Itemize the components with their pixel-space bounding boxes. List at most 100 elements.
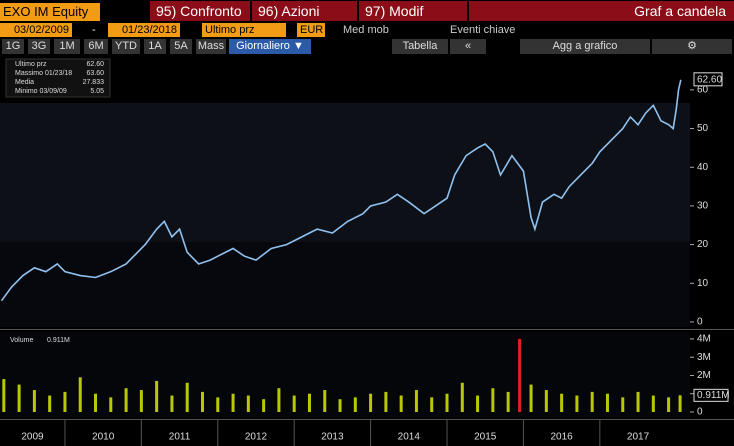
range-button[interactable]: 1M	[54, 39, 80, 54]
x-tick-label: 2011	[169, 432, 191, 443]
tab[interactable]: 97) Modif	[359, 1, 467, 21]
legend-value: 27.833	[83, 79, 105, 86]
volume-bar	[170, 395, 174, 412]
ticker-field[interactable]: EXO IM Equity	[0, 3, 100, 21]
volume-bar	[636, 391, 640, 412]
legend-value: 5.05	[90, 88, 104, 95]
range-button[interactable]: 6M	[84, 39, 108, 54]
volume-bar	[277, 388, 281, 412]
volume-bar	[246, 395, 250, 412]
volume-bar	[529, 384, 533, 412]
legend-value: 62.60	[86, 61, 104, 68]
volume-bar	[506, 391, 510, 412]
volume-bar	[17, 384, 21, 412]
x-tick-label: 2015	[474, 432, 497, 443]
volume-bar	[399, 395, 403, 412]
last-price-label: 62.60	[697, 74, 722, 85]
moving-average-toggle[interactable]: Med mob	[343, 24, 389, 36]
y-tick-label: 40	[697, 162, 709, 173]
y-tick-label: 60	[697, 85, 709, 96]
volume-bar	[155, 380, 159, 412]
volume-bar	[139, 390, 143, 412]
volume-bar	[109, 397, 113, 412]
band	[0, 57, 690, 103]
volume-bar	[185, 382, 189, 412]
y-tick-label: 3M	[697, 352, 711, 363]
range-button[interactable]: YTD	[112, 39, 140, 54]
legend-label: Minimo 03/09/09	[15, 88, 67, 95]
y-tick-label: 30	[697, 201, 709, 212]
volume-bar	[292, 395, 296, 412]
volume-bar	[307, 393, 311, 412]
volume-legend-value: 0.911M	[47, 337, 70, 344]
price-line	[0, 79, 682, 302]
settings-button[interactable]: ⚙	[652, 39, 732, 54]
volume-bar	[78, 377, 82, 412]
volume-bar	[678, 395, 682, 412]
back-button[interactable]: «	[450, 39, 486, 54]
x-tick-label: 2009	[21, 432, 44, 443]
add-to-chart-button[interactable]: Agg a grafico	[520, 39, 650, 54]
volume-bar	[491, 388, 495, 412]
start-date[interactable]: 03/02/2009	[0, 23, 72, 37]
volume-bar	[384, 391, 388, 412]
volume-bar	[48, 395, 52, 412]
volume-bar	[445, 393, 449, 412]
y-tick-label: 10	[697, 278, 709, 289]
legend-label: Media	[15, 79, 34, 86]
volume-bar	[32, 390, 36, 412]
last-price-box	[693, 72, 723, 87]
key-events-toggle[interactable]: Eventi chiave	[450, 24, 516, 36]
range-button[interactable]: 5A	[170, 39, 192, 54]
volume-bar	[518, 338, 522, 412]
volume-bar	[338, 399, 342, 412]
volume-bar	[63, 391, 67, 412]
band	[0, 332, 690, 418]
range-button[interactable]: Mass	[196, 39, 226, 54]
x-tick-label: 2016	[551, 432, 574, 443]
last-volume-box	[693, 388, 729, 402]
volume-bar	[544, 390, 548, 412]
volume-bar	[590, 391, 594, 412]
end-date[interactable]: 01/23/2018	[108, 23, 180, 37]
band	[0, 242, 690, 327]
volume-legend: Volume	[10, 337, 33, 344]
volume-bar	[369, 393, 373, 412]
price-field[interactable]: Ultimo prz	[202, 23, 286, 37]
legend-label: Massimo 01/23/18	[15, 70, 72, 77]
tab[interactable]: 95) Confronto	[150, 1, 250, 21]
volume-bar	[216, 397, 220, 412]
currency[interactable]: EUR	[297, 23, 325, 37]
y-tick-label: 0	[697, 317, 703, 328]
range-button[interactable]: 3G	[28, 39, 50, 54]
volume-bar	[621, 397, 625, 412]
legend-value: 63.60	[86, 70, 104, 77]
frequency-dropdown[interactable]: Giornaliero ▼	[229, 39, 311, 54]
y-tick-label: 4M	[697, 334, 711, 345]
date-separator: -	[92, 24, 96, 36]
table-button[interactable]: Tabella	[392, 39, 448, 54]
tab[interactable]: 96) Azioni	[252, 1, 357, 21]
range-button[interactable]: 1A	[144, 39, 166, 54]
y-tick-label: 0	[697, 407, 703, 418]
x-tick-label: 2012	[245, 432, 268, 443]
y-tick-label: 20	[697, 239, 709, 250]
x-tick-label: 2017	[627, 432, 650, 443]
volume-bar	[476, 395, 480, 412]
volume-bar	[200, 391, 204, 412]
x-tick-label: 2010	[92, 432, 115, 443]
y-tick-label: 50	[697, 123, 709, 134]
volume-bar	[262, 399, 266, 412]
volume-bar	[575, 395, 579, 412]
volume-bar	[124, 388, 128, 412]
legend-box	[5, 58, 111, 98]
volume-bar	[353, 397, 357, 412]
range-button[interactable]: 1G	[2, 39, 24, 54]
volume-bar	[651, 395, 655, 412]
last-volume-label: 0.911M	[697, 390, 730, 401]
volume-bar	[323, 390, 327, 412]
volume-bar	[560, 393, 564, 412]
chart-type-title: Graf a candela	[469, 1, 734, 21]
legend-label: Ultimo prz	[15, 61, 47, 68]
